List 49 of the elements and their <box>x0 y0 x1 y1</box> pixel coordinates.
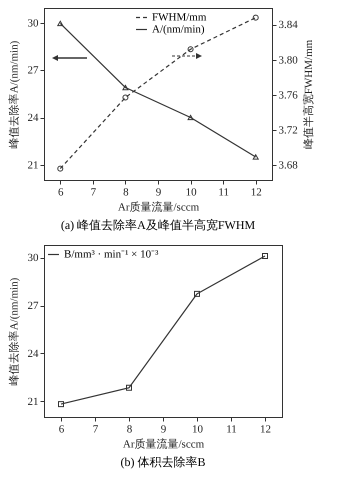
y2-tick-label: 3.76 <box>278 89 298 102</box>
x-tick-label: 9 <box>156 186 162 198</box>
y2-tick-label: 3.72 <box>278 124 298 136</box>
x-tick-label: 9 <box>160 424 167 436</box>
x-tick-label: 6 <box>58 186 64 198</box>
x-tick-label: 10 <box>186 186 198 198</box>
x-tick-label: 11 <box>226 424 237 436</box>
y2-tick-label: 3.68 <box>278 160 298 172</box>
x-tick-label: 7 <box>90 186 97 198</box>
point <box>188 114 194 120</box>
y-tick-label: 21 <box>28 159 38 172</box>
y-axis-title: 峰值去除率A/(nm/min) <box>8 40 20 148</box>
text: (a) 峰值去除率A及峰值半高宽FWHM <box>60 218 256 232</box>
x-tick-label: 12 <box>260 424 271 436</box>
y-tick-label: 27 <box>28 64 39 77</box>
y-axis-title: 峰值去除率A/(nm/min) <box>8 277 20 386</box>
legend-label: B/mm³ · min⁻¹ × 10⁻³ <box>64 248 160 260</box>
point <box>122 94 128 101</box>
legend-label: FWHM/mm <box>152 12 207 24</box>
point <box>252 154 259 160</box>
point <box>194 290 200 297</box>
y2-tick-label: 3.80 <box>278 54 298 66</box>
y-tick-label: 24 <box>28 112 39 124</box>
x-tick-label: 12 <box>250 186 262 198</box>
x-axis-title: Ar质量流量/sccm <box>122 438 205 450</box>
y2-axis-title: 峰值半高宽FWHM/mm <box>302 39 315 150</box>
y-tick-label: 30 <box>28 17 39 30</box>
y-tick-label: 27 <box>28 300 39 312</box>
x-tick-label: 10 <box>192 424 204 436</box>
x-tick-label: 7 <box>92 424 99 436</box>
y-tick-label: 30 <box>28 252 39 264</box>
point <box>126 384 132 391</box>
y-tick-label: 21 <box>28 396 38 408</box>
x-tick-label: 11 <box>218 186 229 198</box>
text: (b) 体积去除率B <box>120 455 206 469</box>
x-tick-label: 6 <box>58 424 65 436</box>
x-axis-title: Ar质量流量/sccm <box>118 200 200 214</box>
y-tick-label: 24 <box>28 348 39 360</box>
point <box>252 14 259 21</box>
point <box>122 84 128 90</box>
point <box>262 253 268 260</box>
y2-tick-label: 3.84 <box>278 19 298 32</box>
legend-label: A/(nm/min) <box>152 24 205 36</box>
point <box>57 20 64 26</box>
x-tick-label: 8 <box>126 424 133 436</box>
point <box>58 401 64 408</box>
x-tick-label: 8 <box>123 186 130 198</box>
point <box>57 166 64 172</box>
point <box>188 46 194 52</box>
